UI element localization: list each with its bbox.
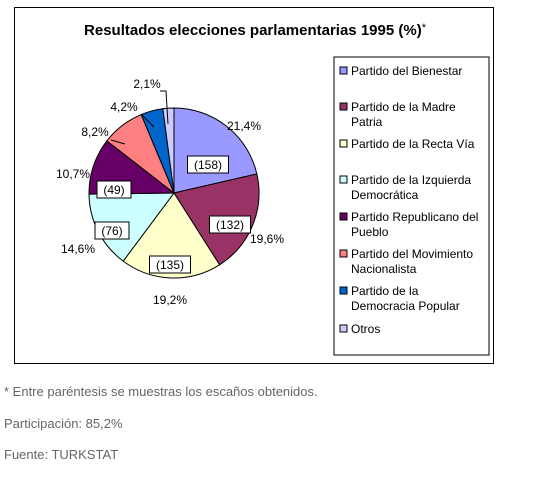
- legend-label: Partido del Bienestar: [351, 64, 462, 78]
- legend-item: Otros: [339, 322, 380, 336]
- source-note: Fuente: TURKSTAT: [4, 447, 119, 462]
- percentage-label: 14,6%: [61, 242, 95, 256]
- footnote: * Entre paréntesis se muestras los escañ…: [4, 384, 318, 399]
- percentage-label: 19,6%: [250, 232, 284, 246]
- legend-swatch: [339, 286, 348, 295]
- participation-note: Participación: 85,2%: [4, 416, 123, 431]
- seat-label-text: (76): [101, 224, 122, 238]
- seat-labels: (158) (132) (135) (76) (49): [94, 155, 251, 274]
- seat-label: (158): [187, 155, 229, 174]
- legend-label: Partido de la: [351, 284, 419, 298]
- percentage-label: 10,7%: [56, 167, 90, 181]
- legend-label: Partido de la Recta Vía: [351, 137, 475, 151]
- percentage-label: 8,2%: [81, 125, 109, 139]
- legend-label: Democrática: [351, 188, 419, 202]
- seat-label-text: (158): [194, 158, 222, 172]
- legend-swatch: [339, 102, 348, 111]
- legend-label: Nacionalista: [351, 262, 417, 276]
- pie-slice: [162, 107, 175, 194]
- legend-label: Democracia Popular: [351, 299, 460, 313]
- legend-label: Partido Republicano del: [351, 210, 478, 224]
- legend-swatch: [339, 139, 348, 148]
- legend-item: Partido del Bienestar: [339, 64, 462, 78]
- seat-label: (49): [96, 180, 132, 199]
- legend-label: Partido de la Madre: [351, 100, 456, 114]
- leader-line: [110, 139, 126, 145]
- legend-label: Patria: [351, 115, 383, 129]
- chart-title-text: Resultados elecciones parlamentarias 199…: [84, 22, 422, 39]
- seat-label: (132): [209, 215, 251, 234]
- seat-label-text: (132): [216, 218, 244, 232]
- legend: Partido del Bienestar Partido de la Madre…: [333, 56, 490, 356]
- percentage-label: 2,1%: [133, 77, 161, 91]
- legend-swatch: [339, 175, 348, 184]
- seat-label-box: [94, 221, 130, 240]
- pie-slice: [122, 192, 221, 279]
- legend-label: Partido del Movimiento: [351, 247, 473, 261]
- seat-label: (135): [149, 255, 191, 274]
- chart-frame: Resultados elecciones parlamentarias 199…: [14, 7, 494, 364]
- chart-title-mark: *: [422, 22, 427, 34]
- legend-label: Pueblo: [351, 225, 389, 239]
- percentage-labels: 21,4% 19,6% 19,2% 14,6% 10,7% 8,2%4,2% 2,1%: [56, 77, 284, 307]
- seat-label-box: [209, 215, 251, 234]
- legend-label: Partido de la Izquierda: [351, 173, 471, 187]
- seat-label: (76): [94, 221, 130, 240]
- seat-label-box: [96, 180, 132, 199]
- leader-line: [140, 113, 155, 128]
- legend-swatch: [339, 212, 348, 221]
- legend-box: [333, 56, 490, 356]
- legend-swatch: [339, 66, 348, 75]
- chart-title: Resultados elecciones parlamentarias 199…: [84, 22, 427, 39]
- pie-chart: Resultados elecciones parlamentarias 199…: [56, 22, 490, 356]
- seat-label-box: [187, 155, 229, 174]
- percentage-label: 19,2%: [153, 293, 187, 307]
- legend-label: Otros: [351, 322, 380, 336]
- seat-label-text: (135): [156, 258, 184, 272]
- seat-label-text: (49): [103, 183, 124, 197]
- percentage-label: 4,2%: [110, 100, 138, 114]
- leader-line: [160, 90, 169, 125]
- legend-swatch: [339, 324, 348, 333]
- legend-item: Partido de la Recta Vía: [339, 137, 475, 151]
- percentage-label: 21,4%: [227, 119, 261, 133]
- seat-label-box: [149, 255, 191, 274]
- legend-swatch: [339, 249, 348, 258]
